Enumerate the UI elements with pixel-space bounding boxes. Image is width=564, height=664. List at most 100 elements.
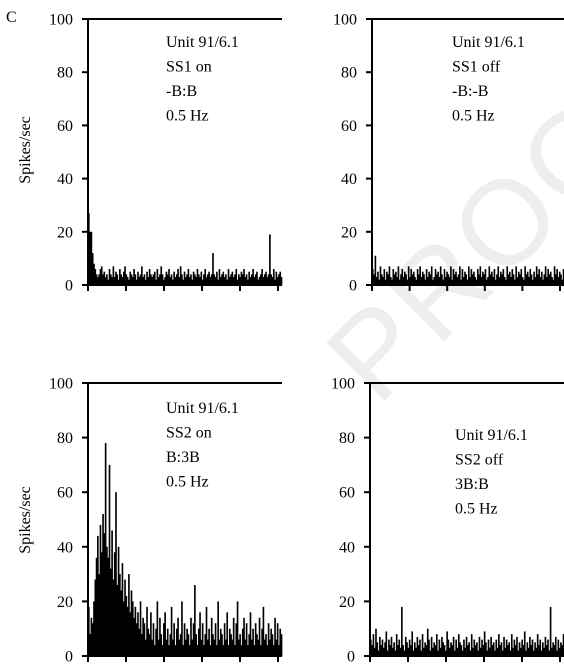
y-tick-label: 20 <box>339 594 355 611</box>
histogram-bar <box>411 631 414 656</box>
histogram-bar <box>544 636 547 656</box>
histogram-bar <box>382 277 384 285</box>
histogram-bar <box>553 645 556 656</box>
histogram-bar <box>447 274 450 285</box>
histogram-bar <box>226 612 229 656</box>
histogram-bar <box>201 623 204 656</box>
histogram-bar <box>232 277 235 285</box>
histogram-bar <box>199 612 201 656</box>
histogram-bar <box>483 631 486 656</box>
histogram-bar <box>404 636 407 656</box>
histogram-bar <box>456 647 459 656</box>
histogram-bar <box>420 650 423 656</box>
histogram-bar <box>508 271 511 285</box>
histogram-bar <box>492 277 494 285</box>
histogram-bar <box>377 271 379 285</box>
histogram-bar <box>384 642 386 656</box>
histogram-bar <box>500 271 502 285</box>
histogram-bar <box>275 271 278 285</box>
histogram-bar <box>459 266 461 285</box>
histogram-bar <box>542 642 544 656</box>
histogram-bar <box>411 274 414 285</box>
histogram-bar <box>505 639 508 656</box>
histogram-bar <box>532 650 535 656</box>
histogram-bar <box>177 269 179 285</box>
histogram-bar <box>389 277 392 285</box>
histogram-bar <box>203 274 205 285</box>
histogram-bar <box>532 279 534 285</box>
histogram-bar <box>209 277 212 285</box>
histogram-bar <box>388 266 391 285</box>
histogram-bar <box>240 271 243 285</box>
histogram-bar <box>194 274 196 285</box>
histogram-bar <box>177 617 179 656</box>
histogram-bar <box>382 647 385 656</box>
histogram-bar <box>469 650 472 656</box>
histogram-bar <box>498 277 501 285</box>
histogram-bar <box>445 650 447 656</box>
histogram-bar <box>155 279 157 285</box>
histogram-bar <box>372 634 375 656</box>
histogram-bar <box>459 642 461 656</box>
histogram-bar <box>221 274 223 285</box>
histogram-bar <box>235 623 238 656</box>
histogram-bar <box>461 269 464 285</box>
histogram-bar <box>173 271 175 285</box>
histogram-bar <box>265 634 267 656</box>
histogram-bar <box>225 639 227 656</box>
histogram-bar <box>108 269 111 285</box>
histogram-bar <box>484 269 487 285</box>
histogram-bar <box>279 271 282 285</box>
histogram-bar <box>520 269 523 285</box>
histogram-bar <box>487 639 490 656</box>
histogram-bar <box>93 601 95 656</box>
histogram-bar <box>115 492 117 656</box>
y-tick-label: 60 <box>57 118 73 135</box>
histogram-bar <box>212 253 214 285</box>
histogram-bar <box>415 279 418 285</box>
histogram-bar <box>404 271 406 285</box>
histogram-bar <box>478 274 480 285</box>
y-tick-label: 40 <box>339 539 355 556</box>
histogram-bar <box>263 274 266 285</box>
histogram-bar <box>388 639 390 656</box>
panel-annotation-line: SS2 off <box>455 452 504 469</box>
histogram-bar <box>397 266 400 285</box>
histogram-bar <box>424 279 427 285</box>
histogram-bar <box>187 634 190 656</box>
histogram-bar <box>493 269 496 285</box>
histogram-bar <box>257 279 260 285</box>
histogram-bar <box>146 271 148 285</box>
histogram-bar <box>504 647 507 656</box>
histogram-bar <box>231 639 234 656</box>
histogram-bar <box>222 645 225 656</box>
histogram-bar <box>426 628 429 656</box>
histogram-bar <box>232 617 235 656</box>
histogram-bar <box>155 628 157 656</box>
histogram-bar <box>107 279 110 285</box>
histogram-bar <box>512 274 515 285</box>
histogram-bar <box>412 271 415 285</box>
histogram-bar <box>433 277 436 285</box>
histogram-bar <box>137 271 139 285</box>
y-tick-label: 80 <box>57 65 73 82</box>
histogram-bar <box>521 639 523 656</box>
histogram-bar <box>439 647 442 656</box>
histogram-bar <box>89 231 91 285</box>
histogram-bar <box>443 645 446 656</box>
histogram-bar <box>530 274 533 285</box>
histogram-bar <box>421 271 424 285</box>
histogram-bar <box>221 634 223 656</box>
histogram-bar <box>525 650 527 656</box>
histogram-bar <box>262 277 265 285</box>
histogram-bar <box>125 595 128 656</box>
histogram-bar <box>488 266 491 285</box>
histogram-bar <box>516 277 519 285</box>
histogram-bar <box>270 274 272 285</box>
histogram-bar <box>383 269 386 285</box>
panel-annotation-line: 0.5 Hz <box>452 108 495 125</box>
histogram-bar <box>148 634 151 656</box>
histogram-bar <box>122 271 125 285</box>
panel-annotation-line: -B:-B <box>452 83 488 100</box>
histogram-bar <box>410 269 413 285</box>
